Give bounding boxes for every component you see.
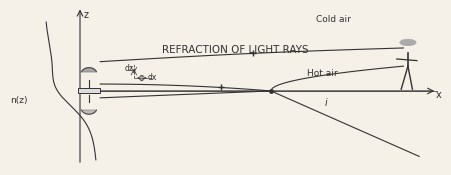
Text: Hot air: Hot air — [306, 69, 337, 78]
Text: dz: dz — [124, 64, 133, 73]
Polygon shape — [81, 68, 96, 72]
Text: z: z — [83, 10, 88, 20]
Text: Cold air: Cold air — [315, 15, 350, 24]
Text: n(z): n(z) — [10, 96, 28, 105]
Text: i: i — [324, 99, 327, 108]
Polygon shape — [81, 110, 96, 114]
Text: x: x — [435, 90, 441, 100]
Circle shape — [399, 39, 415, 46]
Text: REFRACTION OF LIGHT RAYS: REFRACTION OF LIGHT RAYS — [161, 45, 308, 55]
Text: dx: dx — [147, 73, 156, 82]
Bar — [78, 88, 100, 93]
